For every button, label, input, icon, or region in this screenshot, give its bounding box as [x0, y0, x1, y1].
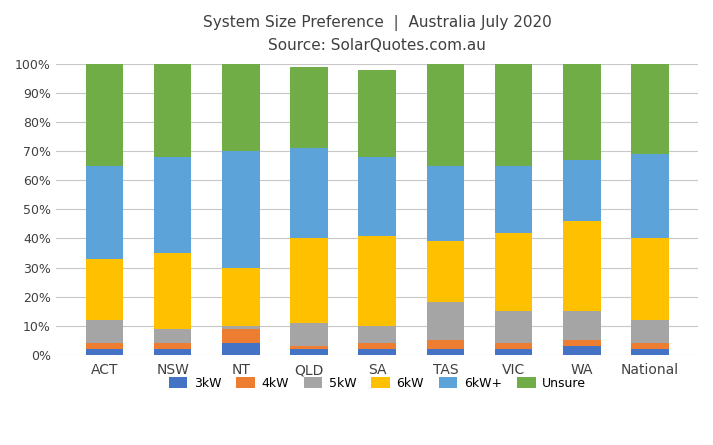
Bar: [86, 320, 123, 343]
Bar: [495, 166, 533, 233]
Bar: [495, 349, 533, 355]
Bar: [359, 326, 396, 343]
Bar: [290, 239, 328, 323]
Bar: [86, 64, 123, 166]
Bar: [86, 343, 123, 349]
Bar: [426, 340, 464, 349]
Bar: [631, 349, 669, 355]
Bar: [563, 346, 600, 355]
Bar: [631, 64, 669, 154]
Bar: [359, 157, 396, 235]
Bar: [563, 221, 600, 311]
Bar: [222, 267, 260, 326]
Bar: [563, 160, 600, 221]
Title: System Size Preference  |  Australia July 2020
Source: SolarQuotes.com.au: System Size Preference | Australia July …: [202, 15, 552, 53]
Bar: [222, 343, 260, 355]
Bar: [86, 166, 123, 259]
Bar: [495, 233, 533, 311]
Bar: [359, 343, 396, 349]
Bar: [495, 343, 533, 349]
Bar: [290, 67, 328, 148]
Bar: [563, 311, 600, 340]
Bar: [290, 148, 328, 239]
Bar: [154, 328, 191, 343]
Bar: [563, 64, 600, 160]
Bar: [154, 157, 191, 253]
Bar: [563, 340, 600, 346]
Bar: [631, 343, 669, 349]
Bar: [154, 349, 191, 355]
Bar: [154, 253, 191, 328]
Bar: [426, 349, 464, 355]
Bar: [359, 349, 396, 355]
Legend: 3kW, 4kW, 5kW, 6kW, 6kW+, Unsure: 3kW, 4kW, 5kW, 6kW, 6kW+, Unsure: [163, 372, 591, 395]
Bar: [426, 303, 464, 340]
Bar: [222, 151, 260, 267]
Bar: [426, 241, 464, 303]
Bar: [86, 259, 123, 320]
Bar: [222, 64, 260, 151]
Bar: [426, 166, 464, 241]
Bar: [290, 346, 328, 349]
Bar: [359, 70, 396, 157]
Bar: [154, 343, 191, 349]
Bar: [495, 64, 533, 166]
Bar: [86, 349, 123, 355]
Bar: [426, 64, 464, 166]
Bar: [222, 328, 260, 343]
Bar: [222, 326, 260, 328]
Bar: [290, 349, 328, 355]
Bar: [631, 320, 669, 343]
Bar: [154, 64, 191, 157]
Bar: [631, 239, 669, 320]
Bar: [495, 311, 533, 343]
Bar: [359, 235, 396, 326]
Bar: [290, 323, 328, 346]
Bar: [631, 154, 669, 239]
